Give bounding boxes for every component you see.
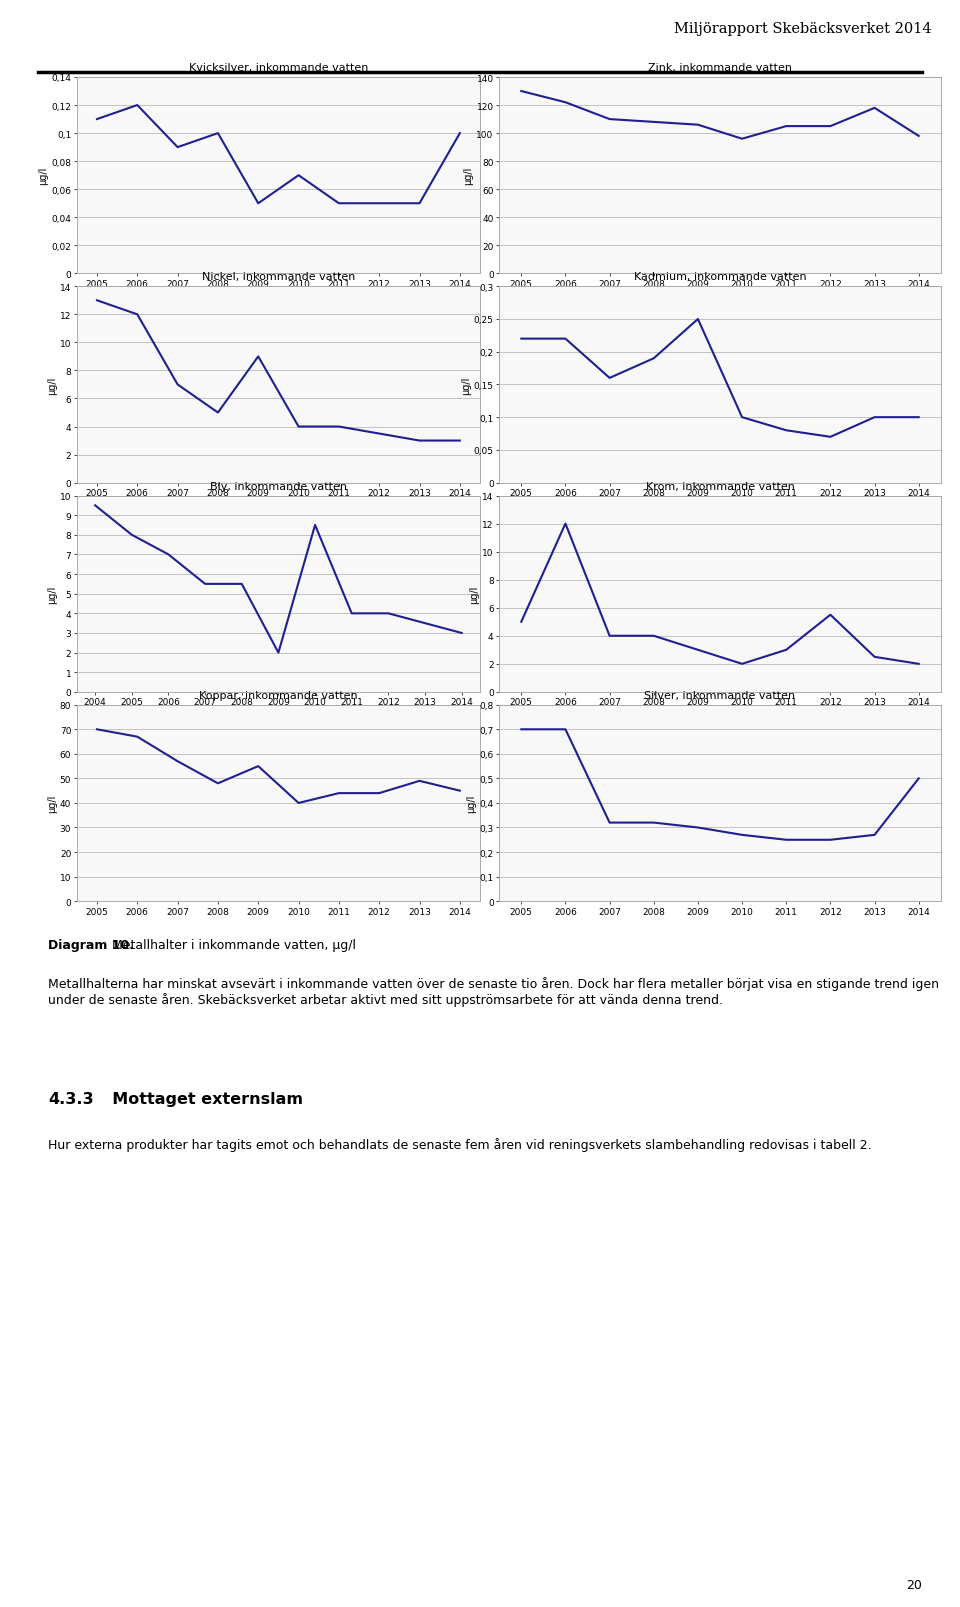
Title: Zink, inkommande vatten: Zink, inkommande vatten [648, 63, 792, 72]
Y-axis label: µg/l: µg/l [38, 167, 48, 185]
Text: Metallhalter i inkommande vatten, µg/l: Metallhalter i inkommande vatten, µg/l [108, 938, 355, 951]
Text: 20: 20 [905, 1578, 922, 1591]
Y-axis label: µg/l: µg/l [47, 585, 57, 604]
Text: Metallhalterna har minskat avsevärt i inkommande vatten över de senaste tio åren: Metallhalterna har minskat avsevärt i in… [48, 975, 939, 1006]
Y-axis label: µg/l: µg/l [47, 376, 57, 394]
Title: Koppar, inkommande vatten: Koppar, inkommande vatten [199, 691, 358, 701]
Y-axis label: µg/l: µg/l [469, 585, 479, 604]
Text: Mottaget externslam: Mottaget externslam [101, 1091, 302, 1106]
Y-axis label: µg/l: µg/l [464, 167, 473, 185]
Text: Diagram 10.: Diagram 10. [48, 938, 134, 951]
Title: Kadmium, inkommande vatten: Kadmium, inkommande vatten [634, 272, 806, 283]
Title: Bly, inkommande vatten: Bly, inkommande vatten [210, 480, 347, 492]
Text: Hur externa produkter har tagits emot och behandlats de senaste fem åren vid ren: Hur externa produkter har tagits emot oc… [48, 1138, 872, 1151]
Title: Krom, inkommande vatten: Krom, inkommande vatten [645, 480, 795, 492]
Text: 4.3.3: 4.3.3 [48, 1091, 94, 1106]
Title: Nickel, inkommande vatten: Nickel, inkommande vatten [202, 272, 355, 283]
Y-axis label: µg/l: µg/l [461, 376, 470, 394]
Y-axis label: µg/l: µg/l [467, 794, 476, 813]
Title: Silver, inkommande vatten: Silver, inkommande vatten [644, 691, 796, 701]
Y-axis label: µg/l: µg/l [47, 794, 57, 813]
Title: Kvicksilver, inkommande vatten: Kvicksilver, inkommande vatten [189, 63, 368, 72]
Text: Miljörapport Skebäcksverket 2014: Miljörapport Skebäcksverket 2014 [674, 21, 931, 35]
